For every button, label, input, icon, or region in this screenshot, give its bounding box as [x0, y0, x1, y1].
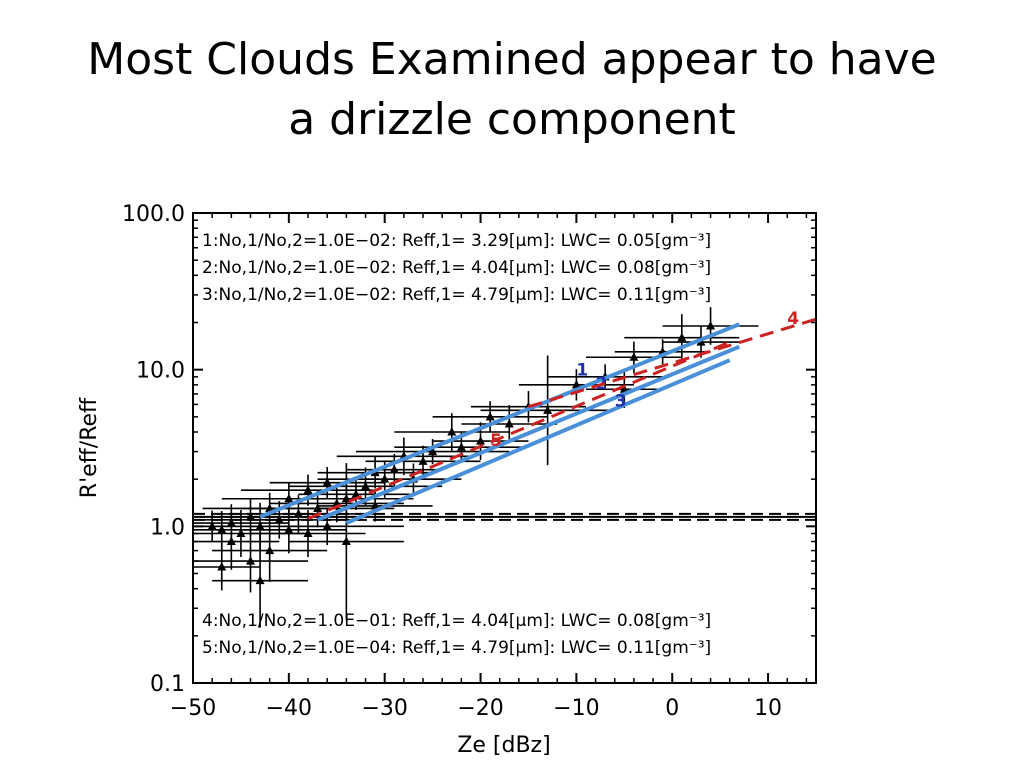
- point-marker: [456, 442, 466, 451]
- point-marker: [351, 489, 361, 498]
- x-tick-label: 0: [665, 696, 679, 721]
- model-line-3: [345, 358, 731, 525]
- data-point: [394, 413, 510, 451]
- point-marker: [361, 481, 371, 490]
- point-marker: [543, 405, 553, 414]
- data-point: [193, 510, 261, 542]
- point-marker: [428, 446, 438, 456]
- point-marker: [677, 332, 687, 342]
- legend-entry: 4:No,1/No,2=1.0E−01: Reff,1= 4.04[μm]: L…: [202, 611, 711, 631]
- y-tick-label: 10.0: [136, 359, 185, 384]
- x-tick-label: −50: [170, 696, 216, 721]
- data-point: [480, 355, 615, 466]
- point-marker: [293, 508, 303, 518]
- point-marker: [217, 524, 227, 534]
- point-marker: [322, 477, 332, 487]
- point-marker: [418, 456, 428, 465]
- x-tick-label: −10: [553, 696, 599, 721]
- point-marker: [226, 536, 236, 546]
- point-marker: [207, 521, 217, 530]
- x-tick-label: 10: [754, 696, 782, 721]
- data-point: [193, 529, 309, 593]
- point-marker: [447, 427, 457, 436]
- point-marker: [322, 521, 332, 530]
- model-line-1: [259, 322, 741, 519]
- model-line-2: [316, 344, 741, 522]
- data-point: [346, 453, 443, 486]
- point-marker: [303, 485, 313, 494]
- x-tick-label: −30: [361, 696, 407, 721]
- model-line-label-1: 1: [576, 360, 588, 380]
- point-marker: [246, 556, 256, 565]
- point-marker: [246, 511, 256, 521]
- data-point: [518, 369, 634, 401]
- x-tick-label: −40: [266, 696, 312, 721]
- model-line-5: [307, 340, 731, 521]
- point-marker: [265, 545, 275, 555]
- plot-frame: [192, 212, 817, 684]
- data-point: [193, 511, 280, 549]
- point-marker: [389, 464, 399, 474]
- point-marker: [217, 562, 227, 571]
- point-marker: [619, 384, 629, 393]
- slide-title-line-1: Most Clouds Examined appear to have: [87, 34, 937, 85]
- legend-entry: 2:No,1/No,2=1.0E−02: Reff,1= 4.04[μm]: L…: [202, 258, 711, 278]
- point-marker: [629, 352, 639, 361]
- slide-title-line-2: a drizzle component: [288, 94, 736, 145]
- point-marker: [284, 524, 294, 534]
- data-point: [193, 513, 280, 570]
- data-point: [624, 314, 740, 362]
- model-line-label-5: 5: [490, 431, 502, 451]
- data-point: [193, 543, 261, 591]
- data-point: [461, 405, 558, 443]
- legend-entry: 1:No,1/No,2=1.0E−02: Reff,1= 3.29[μm]: L…: [202, 231, 711, 251]
- y-axis-label: R'eff/Reff: [77, 397, 102, 498]
- model-line-label-4: 4: [787, 309, 799, 329]
- data-point: [662, 307, 759, 345]
- point-marker: [571, 379, 581, 389]
- point-marker: [476, 436, 486, 445]
- y-tick-label: 1.0: [150, 515, 185, 540]
- point-marker: [504, 418, 514, 428]
- x-axis-label: Ze [dBz]: [457, 733, 550, 758]
- data-point: [212, 519, 328, 582]
- y-tick-label: 100.0: [122, 202, 185, 227]
- model-line-label-3: 3: [615, 392, 627, 412]
- point-marker: [485, 411, 495, 421]
- point-marker: [274, 514, 284, 524]
- data-point: [269, 466, 385, 499]
- x-tick-label: −20: [457, 696, 503, 721]
- data-point: [212, 533, 309, 628]
- point-marker: [236, 528, 246, 538]
- data-point: [202, 492, 337, 525]
- point-marker: [265, 503, 275, 512]
- point-marker: [255, 575, 265, 585]
- point-marker: [706, 320, 716, 330]
- legend-entry: 5:No,1/No,2=1.0E−04: Reff,1= 4.79[μm]: L…: [202, 638, 711, 658]
- model-line-4: [528, 317, 817, 409]
- point-marker: [341, 536, 351, 546]
- legend-entry: 3:No,1/No,2=1.0E−02: Reff,1= 4.79[μm]: L…: [202, 285, 711, 305]
- y-tick-label: 0.1: [150, 672, 185, 697]
- point-marker: [370, 500, 380, 510]
- data-point: [240, 474, 376, 506]
- slide-title: Most Clouds Examined appear to have a dr…: [0, 30, 1024, 150]
- point-marker: [284, 493, 294, 503]
